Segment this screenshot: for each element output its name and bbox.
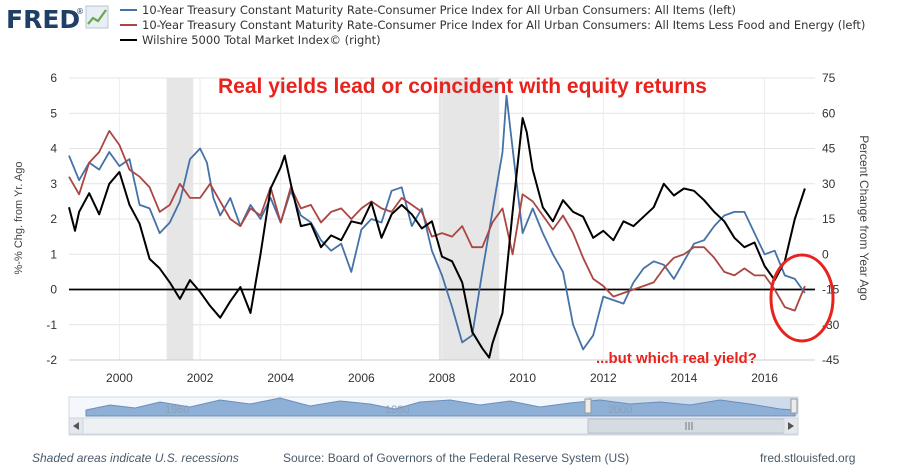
x-tick-label: 2006 <box>348 371 375 385</box>
left-tick-label: 3 <box>50 177 57 191</box>
source-note: Source: Board of Governors of the Federa… <box>283 451 629 465</box>
right-tick-label: -45 <box>822 353 840 367</box>
x-tick-label: 2002 <box>187 371 214 385</box>
logo-graph-icon <box>85 5 109 29</box>
navigator-label-2000: 2000 <box>608 404 632 416</box>
gridlines <box>69 77 815 361</box>
right-axis-ticks: 75 60 45 30 15 0 -15 -30 -45 <box>822 71 840 367</box>
legend: 10-Year Treasury Constant Maturity Rate-… <box>120 3 865 47</box>
series-lines <box>68 94 806 359</box>
recessions-note: Shaded areas indicate U.S. recessions <box>32 451 239 465</box>
legend-label-1[interactable]: 10-Year Treasury Constant Maturity Rate-… <box>142 3 736 17</box>
logo-reg-mark: ® <box>76 7 84 16</box>
left-tick-label: 5 <box>50 106 57 120</box>
left-tick-label: -2 <box>46 353 57 367</box>
x-tick-label: 2010 <box>509 371 536 385</box>
series-wilshire-line <box>68 117 806 359</box>
arrow-right-icon <box>788 422 794 430</box>
annotation-circle <box>769 253 835 343</box>
legend-label-3[interactable]: Wilshire 5000 Total Market Index© (right… <box>142 33 381 47</box>
navigator-label-1960: 1960 <box>165 404 189 416</box>
right-tick-label: -30 <box>822 318 840 332</box>
scrollbar-grip-icon <box>685 422 693 430</box>
left-tick-label: 4 <box>50 142 57 156</box>
navigator-left-handle[interactable] <box>584 398 592 414</box>
x-tick-label: 2008 <box>429 371 456 385</box>
x-tick-label: 2012 <box>590 371 617 385</box>
right-tick-label: 60 <box>822 106 836 120</box>
site-link[interactable]: fred.stlouisfed.org <box>760 451 855 465</box>
navigator-right-handle[interactable] <box>790 398 798 414</box>
right-tick-label: 45 <box>822 142 836 156</box>
right-tick-label: 0 <box>822 247 829 261</box>
left-tick-label: -1 <box>46 318 57 332</box>
x-axis-ticks: 2000 2002 2004 2006 2008 2010 2012 2014 2016 <box>106 371 778 385</box>
range-navigator[interactable]: 1960 1980 2000 <box>68 396 799 436</box>
right-axis-title: Percent Change from Year Ago <box>857 135 871 301</box>
right-tick-label: 75 <box>822 71 836 85</box>
series-cpi-all-line <box>68 94 806 351</box>
left-tick-label: 1 <box>50 247 57 261</box>
left-tick-label: 6 <box>50 71 57 85</box>
x-tick-label: 2000 <box>106 371 133 385</box>
left-tick-label: 0 <box>50 283 57 297</box>
left-tick-label: 2 <box>50 212 57 226</box>
series-cpi-core-line <box>68 129 806 312</box>
left-axis-ticks: 6 5 4 3 2 1 0 -1 -2 <box>46 71 57 367</box>
annotation-secondary: ...but which real yield? <box>596 350 757 367</box>
logo-text: FRED <box>6 5 80 34</box>
right-tick-label: 15 <box>822 212 836 226</box>
x-tick-label: 2014 <box>671 371 698 385</box>
x-tick-label: 2004 <box>267 371 294 385</box>
right-tick-label: 30 <box>822 177 836 191</box>
x-tick-label: 2016 <box>751 371 778 385</box>
right-tick-label: -15 <box>822 283 840 297</box>
arrow-left-icon <box>73 422 79 430</box>
navigator-series-shape <box>85 397 796 417</box>
legend-label-2[interactable]: 10-Year Treasury Constant Maturity Rate-… <box>142 18 865 32</box>
annotation-main: Real yields lead or coincident with equi… <box>218 75 707 98</box>
navigator-label-1980: 1980 <box>385 404 409 416</box>
fred-logo[interactable]: FRED ® <box>6 5 109 34</box>
left-axis-title: %-% Chg. from Yr. Ago <box>13 162 25 275</box>
